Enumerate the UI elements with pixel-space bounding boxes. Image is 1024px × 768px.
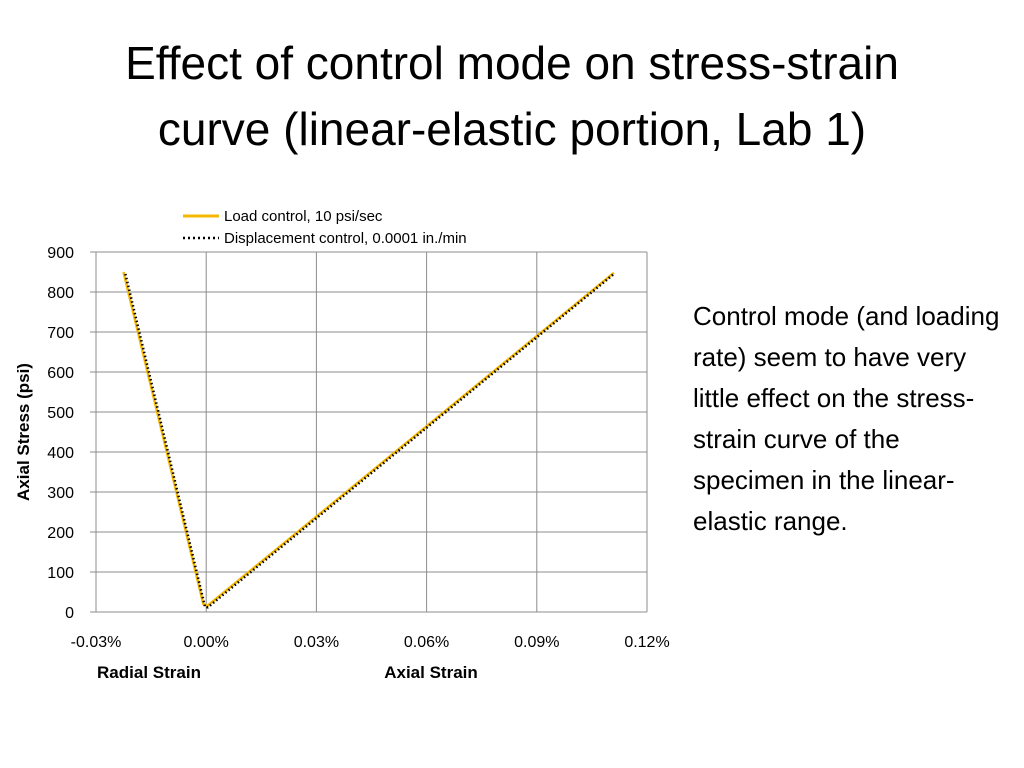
chart-legend: Load control, 10 psi/sec Displacement con… (183, 208, 467, 247)
axial-strain-label: Axial Strain (384, 663, 478, 682)
x-tick-label: 0.03% (294, 634, 339, 651)
y-tick-label: 0 (65, 605, 74, 622)
slide-title-line-2: curve (linear-elastic portion, Lab 1) (157, 103, 867, 155)
y-tick-label: 300 (47, 485, 74, 502)
y-tick-label: 800 (47, 285, 74, 302)
x-tick-label: -0.03% (71, 634, 122, 651)
series-line-load-control (122, 271, 615, 608)
y-tick-label: 500 (47, 405, 74, 422)
series-line-displacement-control (124, 273, 615, 609)
x-tick-label: 0.00% (184, 634, 229, 651)
slide-title: Effect of control mode on stress-strain … (0, 30, 1024, 162)
radial-strain-label: Radial Strain (97, 663, 201, 682)
y-tick-label: 400 (47, 445, 74, 462)
y-tick-label: 900 (47, 245, 74, 262)
x-tick-label: 0.09% (514, 634, 559, 651)
legend-label: Displacement control, 0.0001 in./min (224, 230, 467, 247)
x-tick-label: 0.12% (624, 634, 669, 651)
chart-series (122, 271, 615, 609)
body-text: Control mode (and loading rate) seem to … (693, 301, 1000, 536)
y-tick-label: 700 (47, 325, 74, 342)
chart-ticks: 0 100 200 300 400 500 600 700 800 900 -0.03% 0.00% 0… (47, 245, 669, 651)
slide-title-line-1: Effect of control mode on stress-strain (125, 37, 899, 89)
y-axis-label: Axial Stress (psi) (14, 363, 33, 501)
x-tick-label: 0.06% (404, 634, 449, 651)
chart-grid (90, 251, 648, 613)
legend-label: Load control, 10 psi/sec (224, 208, 383, 225)
y-tick-label: 600 (47, 365, 74, 382)
y-tick-label: 100 (47, 565, 74, 582)
y-tick-label: 200 (47, 525, 74, 542)
